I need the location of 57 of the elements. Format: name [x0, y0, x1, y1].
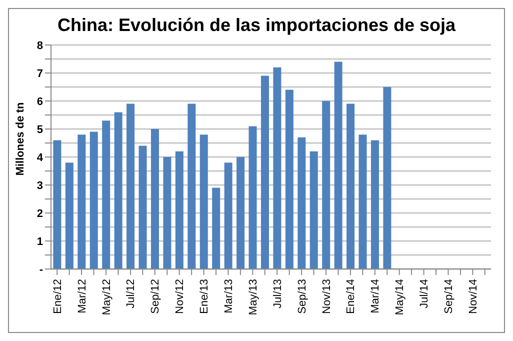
- bar: [383, 87, 392, 269]
- chart-title: China: Evolución de las importaciones de soja: [56, 14, 457, 37]
- bar: [346, 104, 355, 269]
- x-tick-label: Sep/12: [150, 279, 162, 314]
- x-tick-label: Nov/12: [174, 279, 186, 314]
- x-tick-label: May/14: [394, 279, 406, 316]
- x-tick-label: Jul/13: [272, 279, 284, 308]
- y-tick-label: 4: [36, 152, 44, 164]
- bar: [114, 112, 122, 269]
- bar: [285, 90, 294, 269]
- bar: [102, 120, 110, 269]
- x-tick-label: Mar/14: [370, 279, 382, 314]
- bar: [236, 157, 245, 269]
- x-tick-label: Jul/14: [418, 279, 431, 308]
- y-tick-label: 3: [36, 180, 43, 192]
- bar: [188, 104, 196, 269]
- y-tick-label: 5: [36, 124, 43, 136]
- x-tick-label: Sep/13: [296, 279, 308, 314]
- y-axis-title: Millones de tn: [15, 102, 27, 176]
- bar: [224, 162, 232, 269]
- bar: [370, 140, 379, 269]
- bar: [334, 62, 342, 269]
- y-tick-label: 7: [36, 68, 43, 80]
- bar: [126, 104, 135, 269]
- bar: [260, 76, 269, 269]
- bar: [53, 140, 62, 269]
- x-tick-label: Mar/12: [76, 279, 88, 314]
- x-tick-label: Ene/12: [52, 279, 64, 314]
- bar: [212, 188, 220, 269]
- bar: [150, 129, 159, 269]
- x-tick-label: May/12: [100, 279, 113, 316]
- bar: [298, 137, 306, 269]
- y-tick-label: -: [39, 264, 44, 276]
- x-tick-label: Jul/12: [125, 279, 138, 308]
- x-tick-label: Sep/14: [443, 279, 456, 314]
- bar: [200, 134, 208, 269]
- bar: [78, 134, 86, 269]
- bar: [273, 67, 282, 269]
- y-tick-label: 6: [36, 96, 43, 108]
- bar: [163, 157, 172, 269]
- bar: [310, 151, 318, 269]
- bar: [175, 151, 184, 269]
- y-tick-label: 1: [36, 236, 43, 248]
- bar: [248, 126, 257, 269]
- bar: [90, 132, 98, 269]
- bar: [358, 134, 367, 269]
- bar: [65, 162, 74, 269]
- x-tick-label: Nov/13: [320, 279, 333, 314]
- x-tick-label: May/13: [247, 279, 260, 316]
- x-tick-label: Mar/13: [223, 279, 236, 314]
- x-tick-label: Ene/13: [198, 279, 211, 314]
- bar: [138, 146, 147, 269]
- y-tick-label: 2: [36, 208, 43, 220]
- x-tick-label: Nov/14: [467, 279, 480, 314]
- y-tick-label: 8: [36, 40, 43, 52]
- bar: [322, 101, 330, 269]
- x-tick-label: Ene/14: [345, 279, 358, 314]
